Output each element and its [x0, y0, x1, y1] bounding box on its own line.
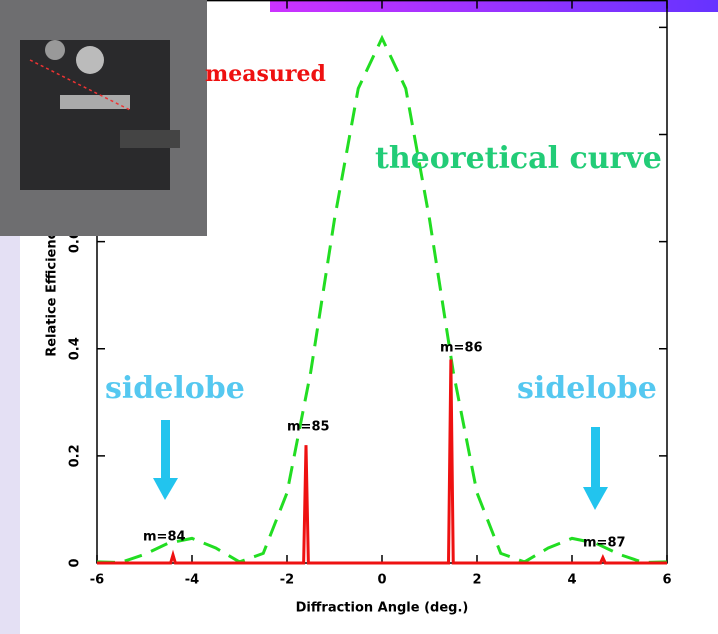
y-tick-label: 0.4 — [68, 337, 83, 360]
photo — [0, 0, 207, 236]
peak-label: m=87 — [583, 536, 626, 551]
y-tick-label: 0 — [68, 558, 83, 567]
arrows — [153, 420, 608, 510]
x-tick-label: 4 — [567, 573, 576, 588]
peak-label: m=85 — [287, 420, 330, 435]
x-tick-label: 2 — [472, 573, 481, 588]
x-tick-label: -6 — [90, 573, 104, 588]
y-tick-label: 0.2 — [68, 444, 83, 467]
x-tick-label: -2 — [280, 573, 294, 588]
peak-label: m=84 — [143, 530, 186, 545]
x-tick-label: 0 — [377, 573, 386, 588]
slide: Diffraction Angle (deg.) Relatice Effici… — [0, 0, 718, 634]
sidelobe-label: sidelobe — [517, 371, 657, 406]
sidelobe-label: sidelobe — [105, 371, 245, 406]
header-band — [270, 0, 718, 12]
x-tick-label: -4 — [185, 573, 199, 588]
x-axis-label: Diffraction Angle (deg.) — [296, 601, 469, 616]
x-tick-label: 6 — [662, 573, 671, 588]
peak-label: m=86 — [440, 341, 483, 356]
series-label: measured — [205, 61, 326, 87]
series-label: theoretical curve — [375, 141, 662, 176]
y-axis-label: Relatice Efficiency — [45, 223, 60, 357]
